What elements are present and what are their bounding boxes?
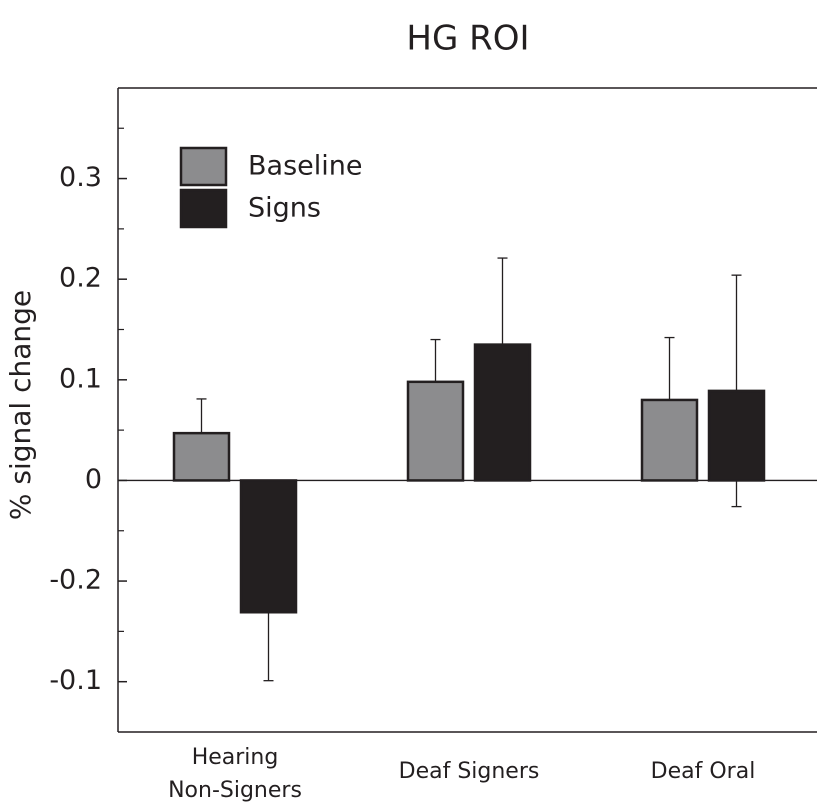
legend-swatch <box>179 146 228 187</box>
x-tick-label: Deaf Signers <box>399 759 540 784</box>
chart-title: HG ROI <box>406 19 529 59</box>
bar <box>640 398 699 482</box>
y-tick-label: 0.3 <box>59 162 102 193</box>
legend-swatch <box>179 188 228 229</box>
y-tick-label: -0.2 <box>49 565 102 596</box>
bar <box>473 343 532 482</box>
y-tick-label: 0 <box>85 464 102 495</box>
legend-label: Baseline <box>248 151 362 182</box>
y-axis-label: % signal change <box>4 290 37 520</box>
bar <box>406 380 465 482</box>
legend-label: Signs <box>248 193 321 224</box>
y-tick-label: 0.1 <box>59 363 102 394</box>
x-tick-label: Deaf Oral <box>651 759 756 784</box>
bar <box>707 389 766 482</box>
y-tick-label: -0.1 <box>49 665 102 696</box>
bar <box>172 431 231 482</box>
x-tick-label: Hearing Non-Signers <box>168 745 302 803</box>
y-tick-label: 0.2 <box>59 263 102 294</box>
bar <box>239 479 298 614</box>
